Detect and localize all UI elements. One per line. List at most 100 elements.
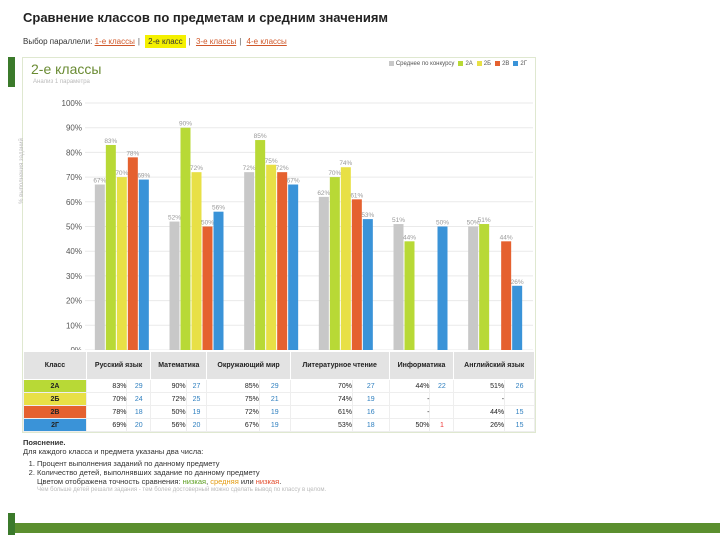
bar-data-label: 50% [201,220,214,227]
percent-cell: 56% [150,418,187,432]
bar-data-label: 26% [511,279,524,286]
count-cell: 18 [352,418,390,432]
legend-swatch [513,61,519,66]
count-cell: 20 [185,418,208,432]
count-cell: 29 [126,379,152,393]
explanation-item-2: Количество детей, выполнявших задание по… [37,468,543,486]
bar [437,226,448,350]
bar [169,221,180,350]
accuracy-mid: средняя [210,477,239,486]
table-row: 2Г 69% 20 56% 20 67% 19 53% 18 50% 1 26% 15 [23,418,535,432]
bar [127,157,138,350]
count-cell: 22 [429,379,455,393]
class-cell: 2А [23,379,87,393]
explanation-intro: Для каждого класса и предмета указаны дв… [23,447,204,456]
class-cell: 2Б [23,392,87,406]
bar [116,177,127,350]
legend-swatch [495,61,501,66]
bar [404,241,415,350]
page-title: Сравнение классов по предметам и средним… [23,10,389,25]
percent-cell: 53% [289,418,354,432]
chart-subtitle: Анализ 1 параметра [33,79,90,85]
percent-cell: 70% [289,379,354,393]
bar-data-label: 56% [212,205,225,212]
bar [512,285,523,350]
table-header-cell: Английский язык [453,351,535,380]
table-body: 2А 83% 29 90% 27 85% 29 70% 27 44% 22 51% 26 2Б 70% 24 7… [23,379,535,432]
y-tick-label: 40% [66,247,82,256]
percent-cell: 44% [388,379,431,393]
percent-cell: 51% [453,379,506,393]
table-row: 2А 83% 29 90% 27 85% 29 70% 27 44% 22 51% 26 [23,379,535,393]
legend-label: 2Б [483,61,492,68]
table-row: 2В 78% 18 50% 19 72% 19 61% 16-44% 15 [23,405,535,419]
parallel-link-3[interactable]: 3-е классы [195,37,237,46]
parallel-link-4[interactable]: 4-е классы [246,37,287,46]
y-tick-label: 90% [66,124,82,133]
bar-data-label: 67% [93,178,106,185]
count-cell: 19 [185,405,208,419]
bar-data-label: 70% [328,170,341,177]
percent-cell: 85% [206,379,260,393]
bar-data-label: 74% [339,160,352,167]
bar [213,211,224,350]
bar-data-label: 62% [317,190,330,197]
bar-data-label: 75% [265,158,278,165]
legend-item: 2Г [513,61,527,67]
table-header-cell: Русский язык [85,351,152,380]
bar-data-label: 70% [115,170,128,177]
parallel-selector: Выбор параллели: 1-е классы | 2-е класс | … [23,35,287,48]
bar-data-label: 83% [104,138,117,145]
legend-swatch [458,61,464,66]
table-header-cell: Математика [150,351,208,380]
bar [255,140,266,350]
legend-item: 2Б [476,61,492,68]
percent-cell: 70% [85,392,128,406]
table-header-row: Класс Русский язык Математика Окружающий ми… [23,351,535,380]
legend-item: 2В [495,61,509,67]
bar [105,144,116,350]
count-cell: 18 [126,405,152,419]
count-cell [429,392,455,406]
bar-data-label: 90% [179,121,192,128]
accuracy-low: низкая [182,477,207,486]
count-cell: 19 [352,392,390,406]
count-cell: 19 [258,418,291,432]
table-row: 2Б 70% 24 72% 25 75% 21 74% 19- - [23,392,535,406]
bar [318,196,329,350]
count-cell [429,405,455,419]
class-cell: 2Г [23,418,87,432]
legend-item: Среднее по конкурсу [388,61,454,67]
explanation-note: Чем больше детей решали задания - тем бо… [37,487,327,493]
bar [277,172,288,350]
y-tick-label: 100% [62,99,82,108]
parallel-link-1[interactable]: 1-е классы [94,37,135,46]
table-header-cell: Литературное чтение [289,351,390,380]
bar [329,177,340,350]
table-header-cell: Класс [23,351,87,380]
count-cell: 27 [185,379,208,393]
legend-label: 2Г [520,61,527,68]
parallel-link-2-active[interactable]: 2-е класс [145,35,186,48]
count-cell: 29 [258,379,291,393]
bar [191,172,202,350]
y-tick-label: 80% [66,148,82,157]
bar [479,224,490,350]
results-table: Класс Русский язык Математика Окружающий ми… [23,351,535,432]
percent-cell: 74% [289,392,354,406]
count-cell: 1 [429,418,455,432]
bar-data-label: 69% [137,173,150,180]
y-tick-label: 30% [66,272,82,281]
explanation-item-1: Процент выполнения заданий по данному пр… [37,459,543,468]
bar-data-label: 50% [436,220,449,227]
class-cell: 2В [23,405,87,419]
percent-cell: 50% [388,418,431,432]
bar [202,226,213,350]
bar [94,184,105,350]
count-cell: 15 [504,405,535,419]
percent-cell: 26% [453,418,506,432]
count-cell: 24 [126,392,152,406]
y-tick-label: 70% [66,173,82,182]
percent-cell: - [388,405,431,419]
bar [138,179,149,350]
